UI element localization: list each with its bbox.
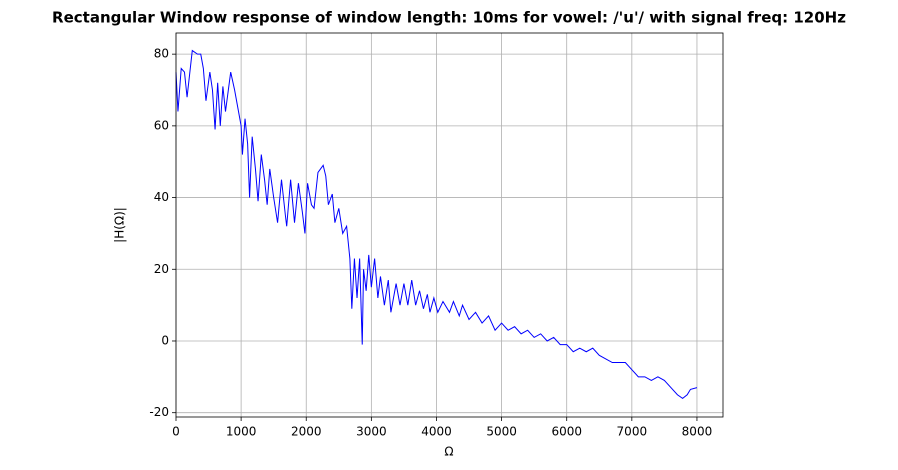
y-tick-label: 40 [154,190,169,204]
x-tick-label: 4000 [421,425,452,439]
y-tick-label: 80 [154,47,169,61]
plot-frame [175,32,724,418]
chart-title: Rectangular Window response of window le… [52,9,846,27]
y-tick-label: 0 [161,333,169,347]
x-tick-label: 5000 [486,425,517,439]
x-tick-label: 2000 [291,425,322,439]
y-tick-label: 60 [154,118,169,132]
y-tick-label: 20 [154,262,169,276]
x-tick-label: 8000 [682,425,713,439]
x-tick-label: 6000 [551,425,582,439]
line-series [175,49,698,399]
x-tick-label: 7000 [617,425,648,439]
y-tick-label: -20 [149,405,169,419]
y-axis-label: |H(Ω)| [113,207,127,243]
x-tick-label: 3000 [356,425,387,439]
x-axis-label: Ω [444,445,453,459]
x-tick-label: 1000 [226,425,257,439]
x-tick-label: 0 [172,425,180,439]
